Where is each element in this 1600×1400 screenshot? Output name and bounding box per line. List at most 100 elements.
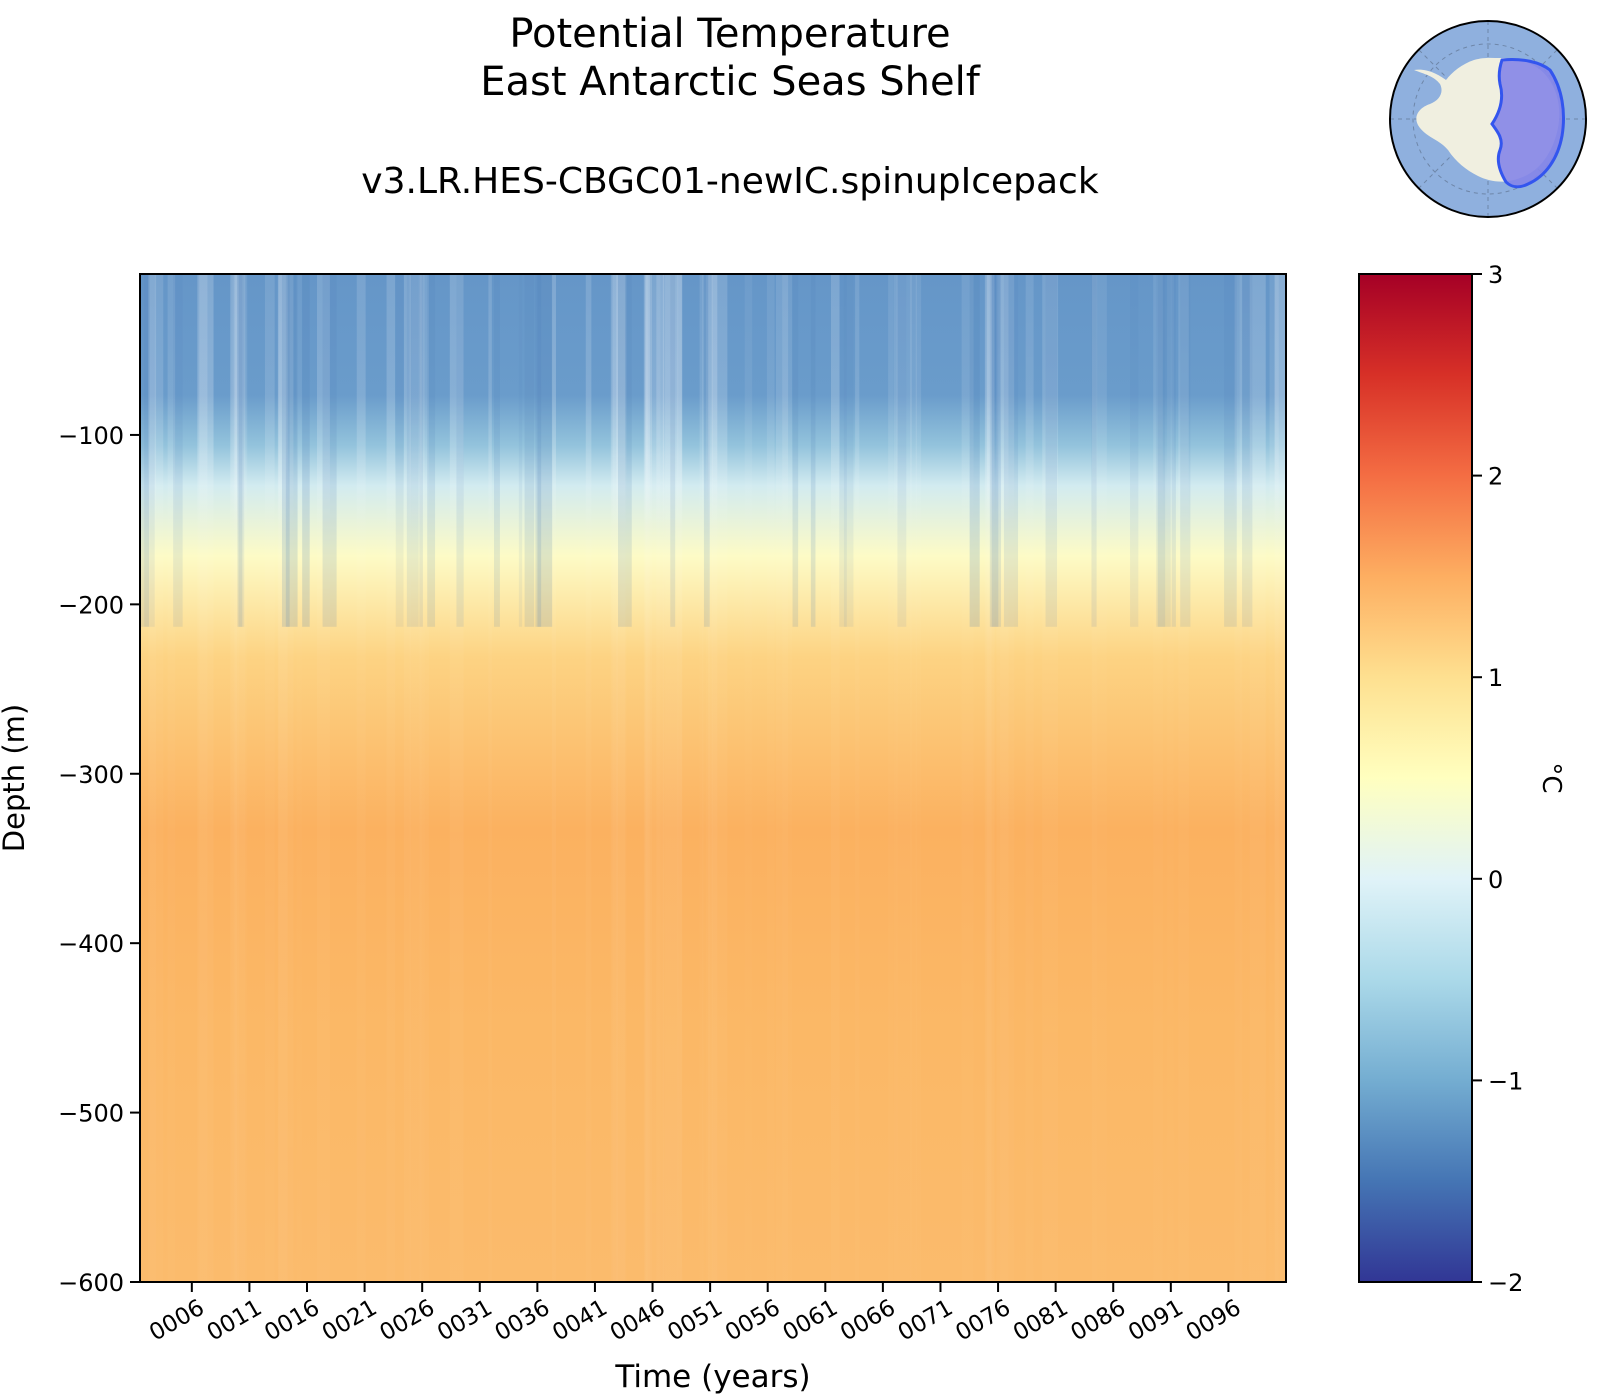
heatmap-streak xyxy=(1025,274,1034,1282)
x-tick-label: 0086 xyxy=(1067,1295,1131,1347)
heatmap-streak xyxy=(285,274,298,627)
heatmap-streak xyxy=(140,274,150,627)
heatmap-streak xyxy=(961,274,974,1282)
heatmap-streak xyxy=(986,274,995,1282)
chart-run-name: v3.LR.HES-CBGC01-newIC.spinupIcepack xyxy=(361,161,1099,202)
colorbar-label: °C xyxy=(1536,762,1566,793)
x-tick-label: 0091 xyxy=(1124,1295,1188,1347)
map-highlight-region xyxy=(1490,58,1565,189)
chart-title: Potential Temperature xyxy=(509,11,951,57)
heatmap-streak xyxy=(897,274,907,627)
heatmap-streak xyxy=(855,274,860,1282)
heatmap-streak xyxy=(792,274,799,627)
heatmap-streak xyxy=(775,274,789,1282)
heatmap-streak xyxy=(1249,274,1266,1282)
heatmap-streak xyxy=(149,274,164,1282)
heatmap-streak xyxy=(1092,274,1107,1282)
heatmap-streak xyxy=(616,274,627,1282)
y-tick-label: −100 xyxy=(58,422,124,450)
heatmap-streak xyxy=(1167,274,1174,1282)
heatmap-streak xyxy=(144,274,155,627)
x-tick-label: 0011 xyxy=(203,1295,267,1347)
map-border xyxy=(1389,20,1587,218)
heatmap-streak xyxy=(524,274,535,627)
heatmap-streak xyxy=(419,274,423,627)
heatmap-streak xyxy=(830,274,840,1282)
heatmap-streak xyxy=(277,274,294,1282)
plot-frame xyxy=(139,273,1287,1283)
heatmap-streak xyxy=(888,274,894,1282)
heatmap-streak xyxy=(1157,274,1166,627)
heatmap-streak xyxy=(356,274,366,1282)
x-tick-label: 0051 xyxy=(663,1295,727,1347)
heatmap-streak xyxy=(766,274,775,1282)
x-tick-label: 0096 xyxy=(1182,1295,1246,1347)
x-tick-label: 0036 xyxy=(491,1295,555,1347)
heatmap-streak xyxy=(302,274,310,627)
y-axis: −100 −200 −300 −400 −500 −600 xyxy=(58,422,140,1297)
heatmap-streak xyxy=(1156,274,1171,627)
heatmap-streak xyxy=(585,274,592,1282)
heatmap-streak xyxy=(670,274,676,627)
heatmap-streak xyxy=(1045,274,1058,627)
heatmap-streak xyxy=(839,274,847,627)
heatmap-streak xyxy=(1239,274,1250,1282)
heatmap-streak xyxy=(644,274,649,1282)
heatmap-streak xyxy=(551,274,556,1282)
y-axis-label: Depth (m) xyxy=(0,704,31,852)
heatmap-streak xyxy=(427,274,436,627)
y-tick-label: −200 xyxy=(58,591,124,619)
heatmap-streak xyxy=(411,274,425,1282)
heatmap-streak xyxy=(456,274,464,627)
heatmap xyxy=(139,273,1287,1283)
x-tick-label: 0066 xyxy=(836,1295,900,1347)
heatmap-streak xyxy=(699,274,704,1282)
heatmap-streak xyxy=(281,274,290,627)
colorbar-tick-label: 3 xyxy=(1488,261,1503,289)
heatmap-streak xyxy=(909,274,917,1282)
heatmap-streak xyxy=(843,274,854,627)
heatmap-streak xyxy=(1275,274,1286,1282)
colorbar: −2 −1 0 1 2 3 °C xyxy=(1358,261,1566,1297)
colorbar-tick-label: 2 xyxy=(1488,463,1503,491)
chart-region-title: East Antarctic Seas Shelf xyxy=(480,59,980,105)
x-tick-label: 0061 xyxy=(779,1295,843,1347)
heatmap-streak xyxy=(488,274,492,1282)
heatmap-streak xyxy=(1180,274,1191,627)
colorbar-tick-label: −1 xyxy=(1488,1067,1523,1095)
colorbar-gradient xyxy=(1359,274,1472,1282)
heatmap-streak xyxy=(810,274,816,627)
colorbar-tick-label: 1 xyxy=(1488,664,1503,692)
heatmap-streak xyxy=(1000,274,1015,1282)
heatmap-streak xyxy=(1153,274,1163,1282)
heatmap-streak xyxy=(234,274,239,1282)
heatmap-streak xyxy=(1242,274,1253,627)
heatmap-streak xyxy=(648,274,665,1282)
heatmap-streak xyxy=(322,274,337,627)
heatmap-variability xyxy=(140,274,1286,1282)
x-tick-label: 0026 xyxy=(375,1295,439,1347)
heatmap-streak xyxy=(535,274,542,627)
heatmap-streak xyxy=(1178,274,1189,1282)
x-tick-label: 0071 xyxy=(894,1295,958,1347)
y-tick-label: −300 xyxy=(58,761,124,789)
heatmap-streak xyxy=(744,274,753,1282)
heatmap-streak xyxy=(518,274,523,627)
heatmap-streak xyxy=(316,274,330,1282)
heatmap-streak xyxy=(915,274,922,1282)
heatmap-streak xyxy=(893,274,898,1282)
x-axis-label: Time (years) xyxy=(614,1359,810,1395)
colorbar-frame xyxy=(1358,273,1473,1283)
heatmap-streak xyxy=(493,274,500,627)
heatmap-streak xyxy=(706,274,710,1282)
heatmap-streak xyxy=(1269,274,1279,1282)
y-tick-label: −500 xyxy=(58,1100,124,1128)
heatmap-streak xyxy=(1091,274,1097,627)
heatmap-streak xyxy=(711,274,728,1282)
heatmap-streak xyxy=(618,274,632,627)
x-tick-label: 0056 xyxy=(721,1295,785,1347)
heatmap-streak xyxy=(991,274,1002,627)
x-tick-label: 0081 xyxy=(1009,1295,1073,1347)
y-tick-label: −400 xyxy=(58,930,124,958)
heatmap-streak xyxy=(395,274,404,627)
